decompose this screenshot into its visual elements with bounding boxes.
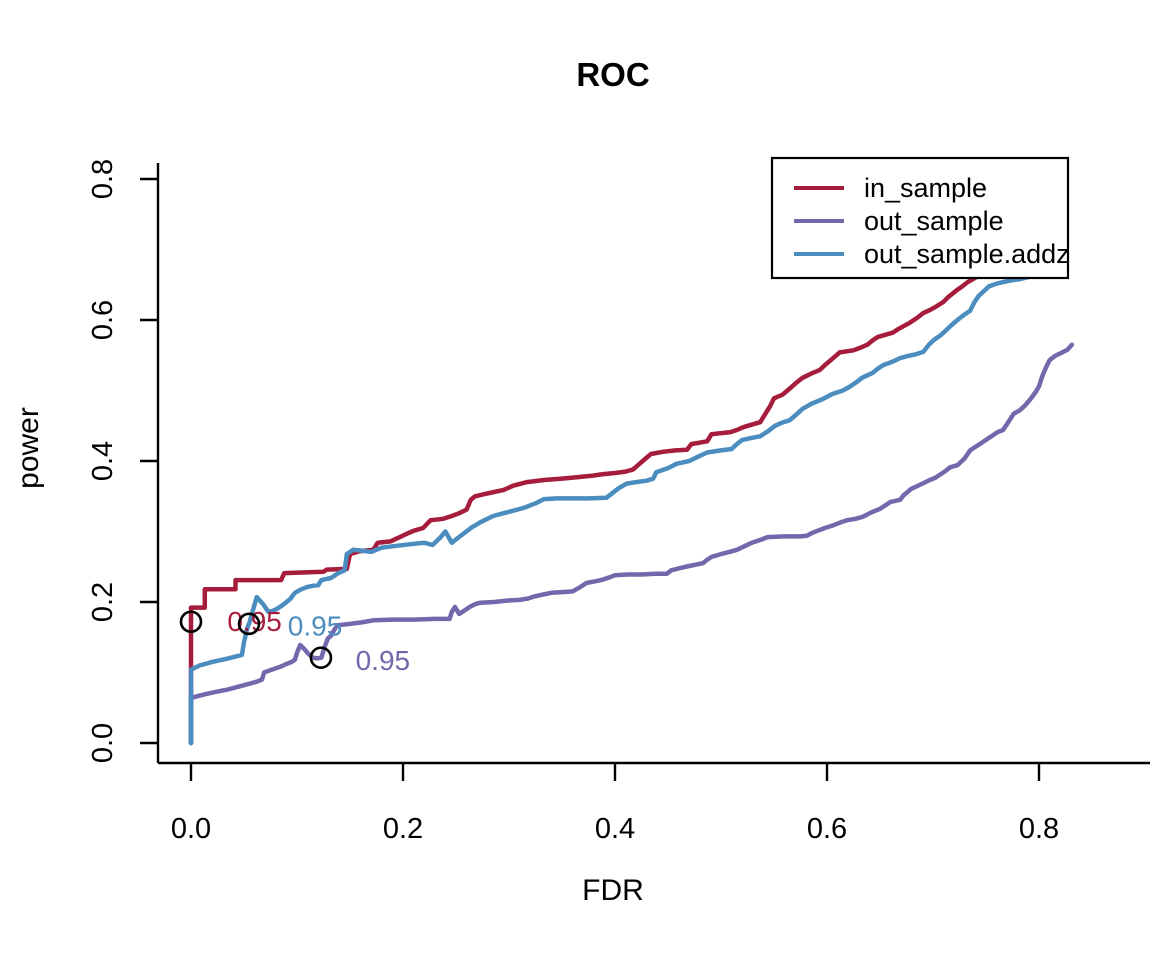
- threshold-label-out_sample.addz: 0.95: [288, 610, 343, 641]
- threshold-marker-out_sample: [309, 646, 333, 669]
- series-line-out_sample: [188, 342, 1075, 746]
- x-tick-label: 0.2: [383, 813, 423, 845]
- series-line-in_sample: [188, 253, 1021, 746]
- y-tick-label: 0.6: [87, 300, 119, 340]
- series-line-out_sample.addz: [188, 269, 1042, 746]
- x-tick-label: 0.8: [1019, 813, 1059, 845]
- legend-box: [770, 156, 1070, 280]
- series-lines: [188, 253, 1075, 746]
- y-axis-ticks: 0.0 0.2 0.4 0.6 0.8: [87, 159, 158, 763]
- x-tick-label: 0.4: [595, 813, 635, 845]
- threshold-label-out_sample: 0.95: [356, 645, 411, 676]
- y-axis-label: power: [12, 407, 45, 489]
- legend-label-out_sample: out_sample: [864, 206, 1004, 236]
- x-axis-label: FDR: [582, 874, 644, 907]
- x-tick-label: 0.0: [171, 813, 211, 845]
- threshold-markers: 0.95 0.950.95: [179, 606, 411, 676]
- legend-label-out_sample.addz: out_sample.addz: [864, 239, 1070, 269]
- y-tick-label: 0.0: [87, 723, 119, 763]
- y-tick-label: 0.2: [87, 582, 119, 622]
- x-tick-label: 0.6: [807, 813, 847, 845]
- legend-label-in_sample: in_sample: [864, 173, 987, 203]
- y-tick-label: 0.8: [87, 159, 119, 199]
- threshold-marker-out_sample.addz: [237, 612, 261, 636]
- y-tick-label: 0.4: [87, 441, 119, 481]
- x-axis-ticks: 0.0 0.2 0.4 0.6 0.8: [171, 763, 1059, 845]
- chart-title: ROC: [576, 56, 649, 93]
- threshold-marker-in_sample: [179, 610, 203, 634]
